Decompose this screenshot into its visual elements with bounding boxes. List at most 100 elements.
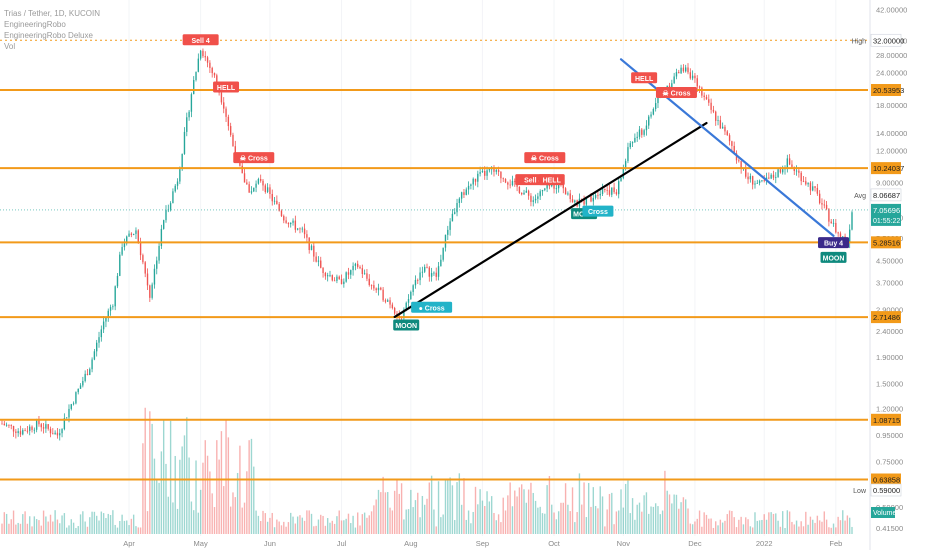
candle-body (303, 228, 306, 235)
candle-body (795, 170, 798, 172)
volume-bar (112, 510, 114, 534)
candle-body (673, 76, 675, 84)
volume-bar (49, 514, 52, 534)
candle-body (518, 186, 521, 193)
volume-bar (717, 525, 719, 534)
volume-bar (79, 514, 82, 534)
volume-bar (375, 499, 377, 534)
volume-bar (740, 516, 742, 534)
candle-body (703, 95, 705, 97)
volume-bar (504, 510, 507, 534)
candle-body (412, 285, 414, 292)
candle-body (719, 120, 722, 129)
volume-bar (93, 511, 96, 534)
volume-bar (142, 443, 144, 534)
volume-bar (294, 523, 297, 534)
signal-label: Buy 4 (824, 241, 843, 248)
volume-bar (578, 473, 581, 534)
candle-body (594, 194, 597, 198)
volume-bar (114, 524, 116, 534)
volume-bar (460, 504, 463, 534)
volume-bar (664, 470, 666, 534)
volume-bar (229, 506, 232, 534)
volume-bar (109, 515, 112, 534)
volume-bar (137, 527, 139, 534)
candle-body (61, 429, 63, 434)
candle-body (331, 275, 333, 281)
candles (1, 48, 853, 441)
volume-bar (685, 499, 687, 534)
y-tick-label: 0.75000 (876, 457, 903, 466)
signal-label: Sell 4 (191, 38, 209, 45)
candle-body (142, 255, 144, 263)
candle-body (280, 210, 283, 217)
volume-bar (719, 519, 722, 534)
candle-body (77, 388, 79, 393)
y-tick-label: 1.50000 (876, 380, 903, 389)
candle-body (816, 187, 819, 194)
candle-body (514, 181, 516, 182)
volume-bar (724, 520, 726, 534)
x-tick-label: Jul (337, 539, 347, 548)
candle-body (209, 62, 211, 68)
volume-bar (403, 519, 405, 534)
time-axis[interactable]: Apr May Jun Jul Aug Sep Oct Nov Dec 2022 Feb (123, 539, 842, 548)
candle-body (698, 86, 701, 88)
volume-bar (216, 440, 218, 534)
indicator-engineeringrobo[interactable]: EngineeringRobo (4, 20, 66, 29)
candle-body (638, 129, 641, 137)
volume-bar (70, 519, 72, 534)
volume-bar (306, 510, 308, 534)
volume-bar (158, 482, 160, 534)
volume-bar (539, 506, 541, 534)
volume-bar (497, 514, 500, 534)
candle-body (437, 266, 440, 277)
volume-bar (696, 518, 698, 534)
volume-bar (421, 495, 424, 534)
volume-bar (352, 515, 354, 534)
candle-body (216, 75, 218, 86)
volume-bar (784, 527, 786, 534)
volume-bar (495, 520, 497, 534)
y-tick-label: 9.00000 (876, 179, 903, 188)
volume-bar (500, 522, 502, 534)
volume-bar (763, 514, 765, 534)
volume-bar (481, 500, 484, 534)
candle-body (828, 209, 830, 222)
indicator-volume[interactable]: Vol (4, 42, 16, 51)
price-axis[interactable]: 42.00000 32.00000 28.00000 24.00000 18.00000… (852, 0, 908, 550)
candle-body (310, 245, 313, 251)
volume-bar (652, 506, 655, 534)
candle-body (532, 200, 534, 202)
indicator-engineeringrobo-deluxe[interactable]: EngineeringRobo Deluxe (4, 31, 93, 40)
candle-body (283, 216, 285, 221)
candle-body (213, 73, 216, 76)
volume-bar (391, 510, 394, 534)
candle-body (195, 71, 197, 81)
volume-bar (63, 513, 66, 534)
volume-bar (273, 527, 276, 534)
volume-bar (470, 523, 472, 534)
y-tick-label: 24.00000 (876, 69, 907, 78)
volume-bar (518, 487, 521, 534)
last-price-value: 7.05696 (873, 206, 900, 215)
candle-body (671, 83, 673, 88)
candle-body (597, 194, 599, 196)
volume-bar (770, 512, 772, 534)
candle-body (1, 423, 3, 425)
candle-body (352, 265, 354, 271)
candle-body (544, 188, 546, 190)
candle-body (809, 182, 812, 191)
volume-bar (29, 516, 31, 534)
candle-body (393, 308, 396, 314)
volume-bar (183, 435, 186, 534)
candle-body (710, 102, 712, 110)
volume-bar (678, 508, 680, 534)
volume-bar (167, 496, 169, 534)
candle-body (832, 222, 835, 224)
candle-body (243, 173, 246, 183)
candle-body (421, 271, 424, 273)
symbol-title[interactable]: Trias / Tether, 1D, KUCOIN (4, 9, 101, 18)
level-price-label: 5.28516 (873, 238, 900, 247)
